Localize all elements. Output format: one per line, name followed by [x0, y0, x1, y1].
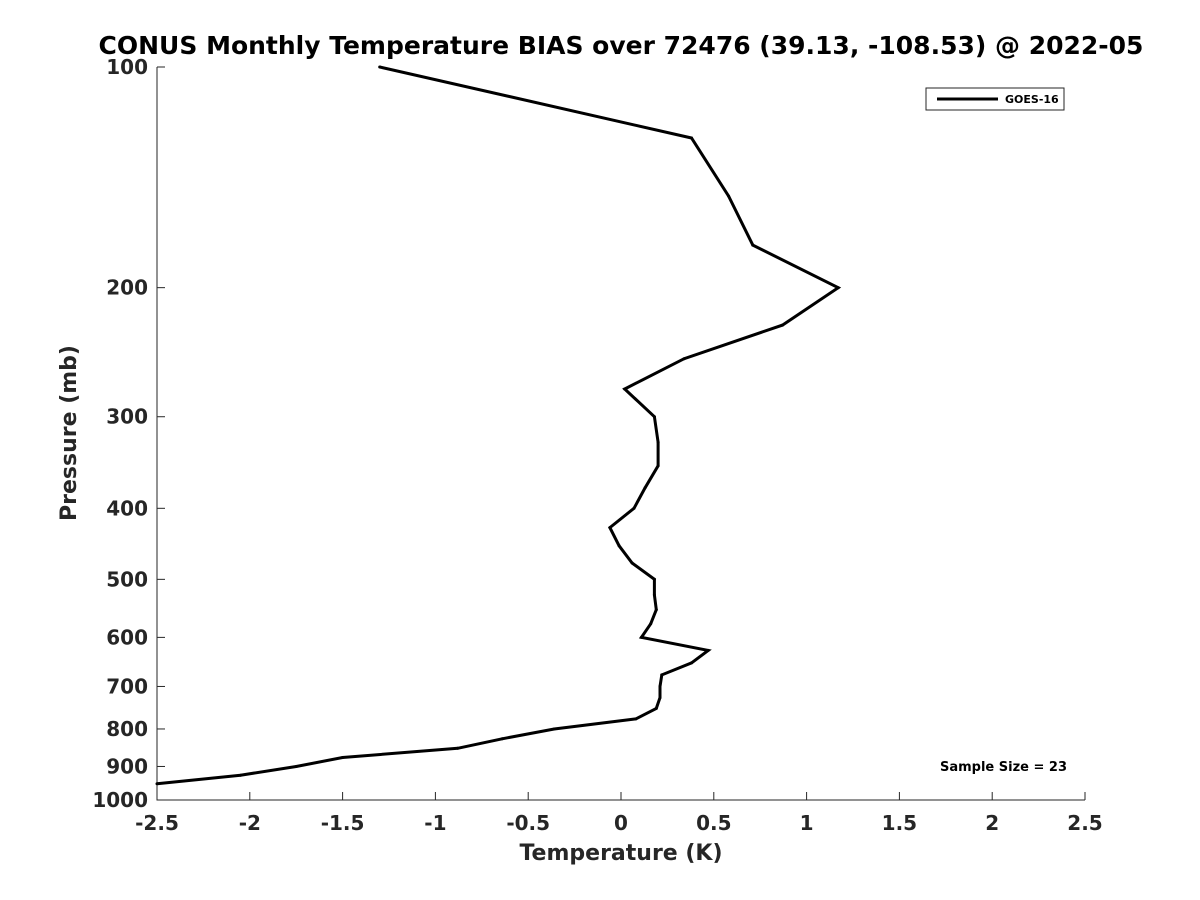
data-point [836, 286, 840, 290]
data-point [456, 746, 460, 750]
data-point [634, 717, 638, 721]
data-point [658, 696, 662, 700]
data-point [781, 323, 784, 327]
x-tick-label: -1 [424, 811, 446, 835]
data-point [643, 486, 647, 490]
series-group [155, 65, 842, 786]
data-point [608, 526, 612, 530]
y-tick-label: 200 [106, 276, 148, 300]
y-tick-label: 700 [106, 674, 148, 698]
x-tick-label: 2 [985, 811, 999, 835]
data-point [630, 561, 634, 565]
chart-title: CONUS Monthly Temperature BIAS over 7247… [99, 31, 1144, 60]
data-point [656, 440, 660, 444]
data-point [652, 593, 656, 597]
data-point [552, 727, 556, 731]
x-tick-label: -0.5 [506, 811, 550, 835]
y-tick-label: 900 [106, 754, 148, 778]
data-point [751, 243, 755, 247]
y-tick-label: 100 [106, 55, 148, 79]
data-point [654, 706, 658, 710]
data-point [639, 635, 643, 639]
sample-size-annotation: Sample Size = 23 [940, 760, 1067, 775]
data-point [660, 673, 664, 677]
x-tick-label: 0.5 [696, 811, 731, 835]
x-tick-label: -1.5 [321, 811, 365, 835]
data-point [341, 756, 345, 759]
y-tick-label: 1000 [92, 788, 148, 812]
x-tick-label: -2.5 [135, 811, 179, 835]
data-point [294, 765, 298, 768]
data-point [706, 648, 710, 652]
x-axis-label: Temperature (K) [519, 841, 722, 866]
x-tick-label: 1.5 [882, 811, 917, 835]
y-tick-label: 600 [106, 625, 148, 649]
data-point [632, 506, 636, 510]
legend-label-goes-16: GOES-16 [1005, 93, 1059, 106]
y-axis-label: Pressure (mb) [57, 345, 82, 521]
data-point [654, 608, 658, 612]
data-point [239, 773, 242, 777]
x-tick-label: 0 [614, 811, 628, 835]
data-point [658, 685, 662, 688]
y-axis-ticks: 100 200 300 400 500 600 700 800 900 1000 [92, 55, 165, 812]
data-point [652, 415, 656, 419]
legend: GOES-16 [925, 87, 1065, 111]
y-tick-label: 400 [106, 496, 148, 520]
y-tick-label: 300 [106, 405, 148, 429]
data-point [155, 782, 159, 786]
data-point [690, 136, 693, 140]
y-tick-label: 800 [106, 717, 148, 741]
data-point [682, 357, 686, 361]
data-point [652, 577, 656, 581]
data-point [727, 194, 731, 198]
x-axis-ticks: -2.5 -2 -1.5 -1 -0.5 0 0.5 1 1.5 2 2.5 [135, 792, 1103, 835]
data-point [649, 622, 653, 626]
x-tick-label: 2.5 [1067, 811, 1102, 835]
data-point [617, 544, 621, 548]
y-tick-label: 500 [106, 567, 148, 591]
x-tick-label: 1 [800, 811, 814, 835]
data-point [378, 65, 382, 69]
data-point [623, 387, 627, 391]
data-point [656, 464, 660, 468]
data-point [500, 737, 504, 741]
x-tick-label: -2 [239, 811, 261, 835]
data-point [690, 661, 693, 665]
